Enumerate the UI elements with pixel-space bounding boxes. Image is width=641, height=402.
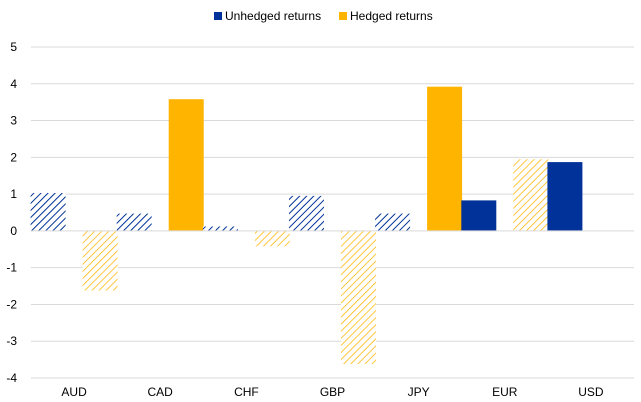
- bar-hedged-eur: [513, 159, 549, 231]
- y-tick-label: 0: [10, 224, 17, 238]
- y-tick-label: 4: [10, 77, 17, 91]
- bar-hedged-cad: [168, 99, 204, 231]
- bar-unhedged-aud: [30, 193, 66, 231]
- y-tick-label: 5: [10, 40, 17, 54]
- y-tick-label: -3: [6, 334, 17, 348]
- bar-unhedged-usd: [547, 162, 583, 231]
- x-axis-tick-labels: AUD CAD CHF GBP JPY EUR USD: [61, 385, 603, 399]
- bar-hedged-gbp: [341, 230, 376, 364]
- bar-unhedged-gbp: [289, 195, 324, 231]
- y-tick-label: 1: [10, 187, 17, 201]
- y-axis-tick-labels: 5 4 3 2 1 0 -1 -2 -3 -4: [6, 40, 17, 385]
- y-tick-label: -4: [6, 371, 17, 385]
- legend-swatch-unhedged: [214, 12, 222, 20]
- x-tick-label-aud: AUD: [61, 385, 87, 399]
- bar-hedged-aud: [82, 230, 118, 291]
- bar-unhedged-chf: [202, 226, 238, 231]
- bar-hedged-chf: [254, 230, 290, 247]
- y-tick-label: 3: [10, 114, 17, 128]
- bar-unhedged-cad: [116, 213, 152, 231]
- x-tick-label-chf: CHF: [234, 385, 259, 399]
- y-tick-label: -1: [6, 261, 17, 275]
- x-tick-label-usd: USD: [578, 385, 604, 399]
- legend-item-unhedged: Unhedged returns: [214, 9, 321, 23]
- x-tick-label-eur: EUR: [492, 385, 518, 399]
- bar-unhedged-jpy: [375, 213, 411, 231]
- legend-swatch-hedged: [339, 12, 347, 20]
- gridlines: [31, 46, 634, 379]
- y-tick-label: -2: [6, 297, 17, 311]
- legend: Unhedged returns Hedged returns: [214, 9, 433, 23]
- legend-label-unhedged: Unhedged returns: [225, 9, 321, 23]
- legend-label-hedged: Hedged returns: [350, 9, 433, 23]
- y-tick-label: 2: [10, 150, 17, 164]
- legend-item-hedged: Hedged returns: [339, 9, 433, 23]
- x-tick-label-cad: CAD: [148, 385, 174, 399]
- bar-hedged-jpy: [427, 86, 463, 231]
- bar-unhedged-eur: [461, 200, 497, 231]
- x-tick-label-gbp: GBP: [320, 385, 345, 399]
- bars: [30, 86, 583, 364]
- x-tick-label-jpy: JPY: [408, 385, 430, 399]
